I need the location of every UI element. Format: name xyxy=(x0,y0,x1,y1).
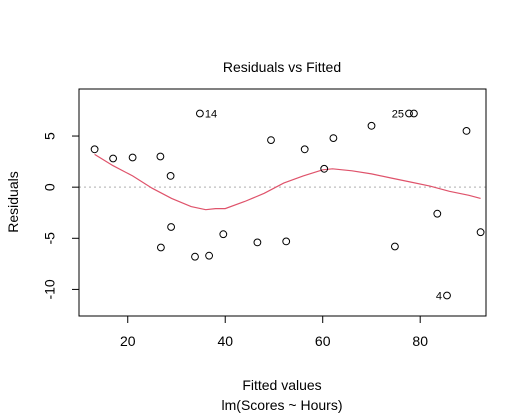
y-tick-label: -10 xyxy=(42,279,58,299)
y-tick-label: 5 xyxy=(42,132,58,140)
data-point xyxy=(391,242,399,251)
data-point xyxy=(367,121,376,130)
smooth-line xyxy=(94,153,481,211)
data-point xyxy=(443,291,451,300)
data-point xyxy=(267,136,275,145)
data-point xyxy=(156,152,165,161)
points-layer xyxy=(90,109,485,300)
x-tick-label: 20 xyxy=(120,333,136,349)
data-point xyxy=(219,230,228,239)
data-point xyxy=(196,109,204,118)
data-point xyxy=(282,237,291,246)
data-point xyxy=(109,154,117,163)
data-point xyxy=(191,252,199,261)
x-axis-label: Fitted values xyxy=(242,377,321,393)
data-point xyxy=(90,145,99,154)
data-point xyxy=(253,238,262,247)
plot-frame xyxy=(78,88,487,317)
data-point xyxy=(166,172,175,180)
point-label: 25 xyxy=(392,109,404,121)
data-point xyxy=(405,109,413,118)
y-axis: -10 -5 0 5 xyxy=(42,132,80,300)
point-label: 4 xyxy=(436,291,442,303)
data-point xyxy=(410,109,418,118)
data-point xyxy=(462,126,471,135)
x-tick-label: 60 xyxy=(315,333,331,349)
smooth-line-layer xyxy=(94,153,481,211)
data-point xyxy=(167,223,176,231)
data-point xyxy=(476,228,485,237)
y-axis-label: Residuals xyxy=(5,171,21,232)
data-point xyxy=(329,134,338,143)
point-labels-layer: 14 25 4 xyxy=(205,109,442,303)
data-point xyxy=(433,209,442,218)
data-point xyxy=(128,153,137,162)
data-point xyxy=(157,243,165,252)
x-tick-label: 40 xyxy=(217,333,233,349)
data-point xyxy=(300,145,309,154)
data-point xyxy=(320,164,329,173)
data-point xyxy=(205,251,214,260)
x-tick-label: 80 xyxy=(412,333,428,349)
y-tick-label: 0 xyxy=(42,183,58,191)
chart-title: Residuals vs Fitted xyxy=(223,59,341,75)
chart-subtitle: lm(Scores ~ Hours) xyxy=(222,397,343,413)
y-tick-label: -5 xyxy=(42,232,58,245)
point-label: 14 xyxy=(205,109,217,121)
x-axis: 20 40 60 80 xyxy=(120,315,428,349)
